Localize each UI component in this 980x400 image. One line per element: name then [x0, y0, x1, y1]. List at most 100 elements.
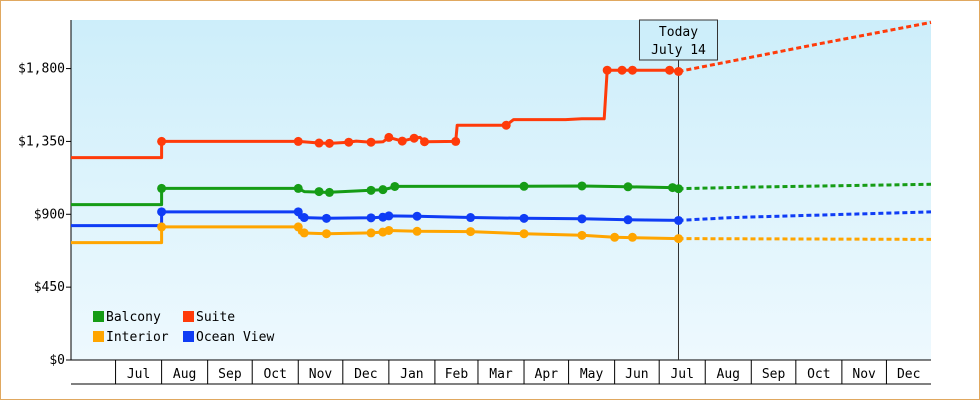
x-tick-label: Mar: [489, 367, 513, 382]
x-tick-label: Oct: [807, 367, 830, 382]
data-point-suite: [397, 136, 407, 146]
data-point-suite: [501, 120, 511, 130]
x-tick-label: Sep: [762, 367, 786, 382]
data-point-suite: [344, 137, 354, 147]
x-tick-label: Dec: [897, 367, 920, 382]
legend-swatch-balcony: [93, 311, 104, 322]
data-point-ocean-view: [519, 213, 529, 223]
data-point-balcony: [390, 181, 400, 191]
data-point-interior: [366, 228, 376, 238]
plot-background: [71, 20, 931, 360]
data-point-balcony: [314, 187, 324, 197]
data-point-ocean-view: [623, 215, 633, 225]
y-tick-label: $1,350: [18, 134, 65, 149]
legend-label-interior: Interior: [106, 330, 169, 345]
y-tick-label: $1,800: [18, 62, 65, 77]
data-point-suite: [366, 137, 376, 147]
data-point-ocean-view: [412, 211, 422, 221]
data-point-interior: [384, 225, 394, 235]
series-balcony: [71, 181, 932, 207]
today-marker: Today July 14: [638, 19, 718, 360]
data-point-interior: [627, 232, 637, 242]
data-point-ocean-view: [466, 213, 476, 223]
y-tick-label: $0: [49, 353, 65, 368]
series-projection-interior: [678, 237, 932, 241]
series-line-balcony: [71, 184, 679, 207]
series-projection-suite: [678, 20, 932, 73]
data-point-ocean-view: [366, 213, 376, 223]
data-point-interior: [610, 232, 620, 242]
data-point-interior: [321, 229, 331, 239]
series-projection-ocean-view: [678, 210, 932, 222]
data-point-balcony: [577, 181, 587, 191]
data-point-ocean-view: [384, 211, 394, 221]
x-tick-label: Jan: [400, 367, 423, 382]
data-point-suite: [627, 65, 637, 75]
x-tick-label: May: [580, 367, 604, 382]
data-point-interior: [466, 227, 476, 237]
x-tick-label: Aug: [173, 367, 196, 382]
series-group: [71, 20, 932, 245]
x-tick-label: Nov: [309, 367, 333, 382]
x-tick-label: Jul: [127, 367, 150, 382]
data-point-balcony: [324, 187, 334, 197]
data-point-ocean-view: [157, 207, 167, 217]
data-point-suite: [602, 65, 612, 75]
data-point-suite: [384, 132, 394, 142]
x-tick-label: Jun: [625, 367, 648, 382]
series-ocean-view: [71, 207, 932, 228]
data-point-ocean-view: [577, 214, 587, 224]
series-projection-balcony: [678, 182, 932, 191]
data-point-interior: [299, 228, 309, 238]
data-point-ocean-view: [321, 213, 331, 223]
y-tick-label: $900: [34, 207, 65, 222]
x-tick-label: Jul: [670, 367, 693, 382]
data-point-suite: [409, 133, 419, 143]
legend-label-suite: Suite: [196, 310, 235, 325]
data-point-balcony: [623, 182, 633, 192]
data-point-suite: [293, 136, 303, 146]
data-point-ocean-view: [299, 213, 309, 223]
data-point-interior: [412, 226, 422, 236]
legend-label-balcony: Balcony: [106, 310, 161, 325]
data-point-suite: [157, 136, 167, 146]
data-point-balcony: [519, 181, 529, 191]
data-point-interior: [293, 222, 303, 232]
legend-swatch-suite: [183, 311, 194, 322]
x-tick-label: Sep: [218, 367, 242, 382]
data-point-balcony: [673, 184, 683, 194]
series-suite: [71, 20, 932, 160]
data-point-suite: [324, 138, 334, 148]
data-point-balcony: [366, 185, 376, 195]
x-tick-label: Aug: [717, 367, 740, 382]
data-point-suite: [420, 137, 430, 147]
data-point-balcony: [293, 183, 303, 193]
data-point-interior: [577, 230, 587, 240]
data-point-suite: [314, 138, 324, 148]
today-callout-date: July 14: [651, 43, 706, 58]
y-tick-label: $450: [34, 280, 65, 295]
today-callout-box: [638, 19, 718, 61]
data-point-suite: [451, 136, 461, 146]
series-interior: [71, 222, 932, 245]
legend-label-ocean-view: Ocean View: [196, 330, 274, 345]
data-point-suite: [617, 65, 627, 75]
data-point-interior: [157, 222, 167, 232]
legend: Balcony Suite Interior Ocean View: [93, 310, 274, 345]
x-tick-label: Feb: [445, 367, 469, 382]
data-point-suite: [665, 65, 675, 75]
legend-swatch-ocean-view: [183, 331, 194, 342]
x-tick-label: Nov: [852, 367, 876, 382]
data-point-balcony: [378, 185, 388, 195]
data-point-suite: [673, 66, 683, 76]
data-point-interior: [673, 234, 683, 244]
x-tick-label: Apr: [535, 367, 559, 382]
data-point-ocean-view: [673, 215, 683, 225]
x-tick-label: Dec: [354, 367, 377, 382]
today-callout-title: Today: [659, 25, 698, 40]
data-point-ocean-view: [293, 207, 303, 217]
data-point-interior: [519, 229, 529, 239]
axes: $0 $450 $900 $1,350 $1,800 Jul Aug Sep Oct Nov Dec…: [18, 20, 931, 385]
x-tick-label: Oct: [263, 367, 286, 382]
